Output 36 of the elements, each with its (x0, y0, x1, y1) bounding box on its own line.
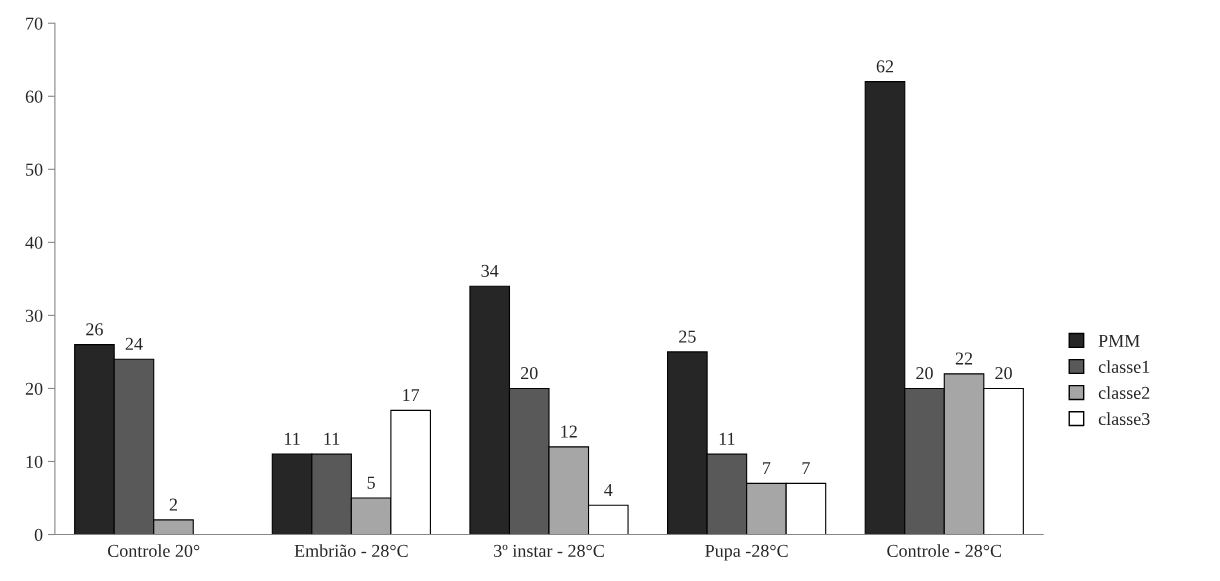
x-tick-label: Controle - 28°C (887, 544, 1002, 557)
legend-label: PMM (1098, 334, 1140, 347)
data-label: 11 (719, 432, 735, 445)
data-label: 11 (324, 432, 340, 445)
y-tick-label: 0 (34, 528, 43, 541)
y-tick-label: 70 (26, 17, 43, 30)
x-tick-label: 3º instar - 28°C (494, 544, 604, 557)
data-label: 11 (284, 432, 300, 445)
data-label: 7 (802, 462, 810, 474)
y-tick-label: 40 (25, 236, 43, 249)
legend-label: classe3 (1098, 412, 1150, 426)
data-label: 62 (876, 60, 894, 73)
data-label: 34 (481, 264, 499, 277)
y-tick-label: 30 (25, 309, 43, 322)
y-tick-label: 10 (26, 455, 43, 468)
data-label: 22 (955, 352, 973, 365)
data-label: 12 (561, 425, 577, 438)
x-tick-label: Controle 20° (107, 544, 200, 557)
legend-label: classe2 (1098, 386, 1150, 400)
x-tick-label: Pupa -28°C (705, 544, 788, 561)
x-tick-label: Embrião - 28°C (294, 544, 408, 557)
data-label: 25 (679, 330, 696, 343)
y-tick-label: 20 (25, 382, 43, 395)
data-label: 7 (763, 462, 771, 474)
data-label: 24 (125, 337, 143, 350)
data-label: 5 (367, 476, 375, 489)
y-tick-label: 50 (26, 163, 43, 176)
data-label: 20 (521, 367, 538, 380)
y-tick-label: 60 (25, 90, 43, 103)
data-label: 4 (604, 484, 613, 496)
legend-label: classe1 (1098, 360, 1150, 373)
data-label: 20 (916, 367, 933, 380)
data-label: 17 (403, 389, 420, 401)
data-label: 26 (86, 323, 103, 336)
data-label: 2 (169, 498, 177, 511)
data-label: 20 (995, 367, 1012, 380)
